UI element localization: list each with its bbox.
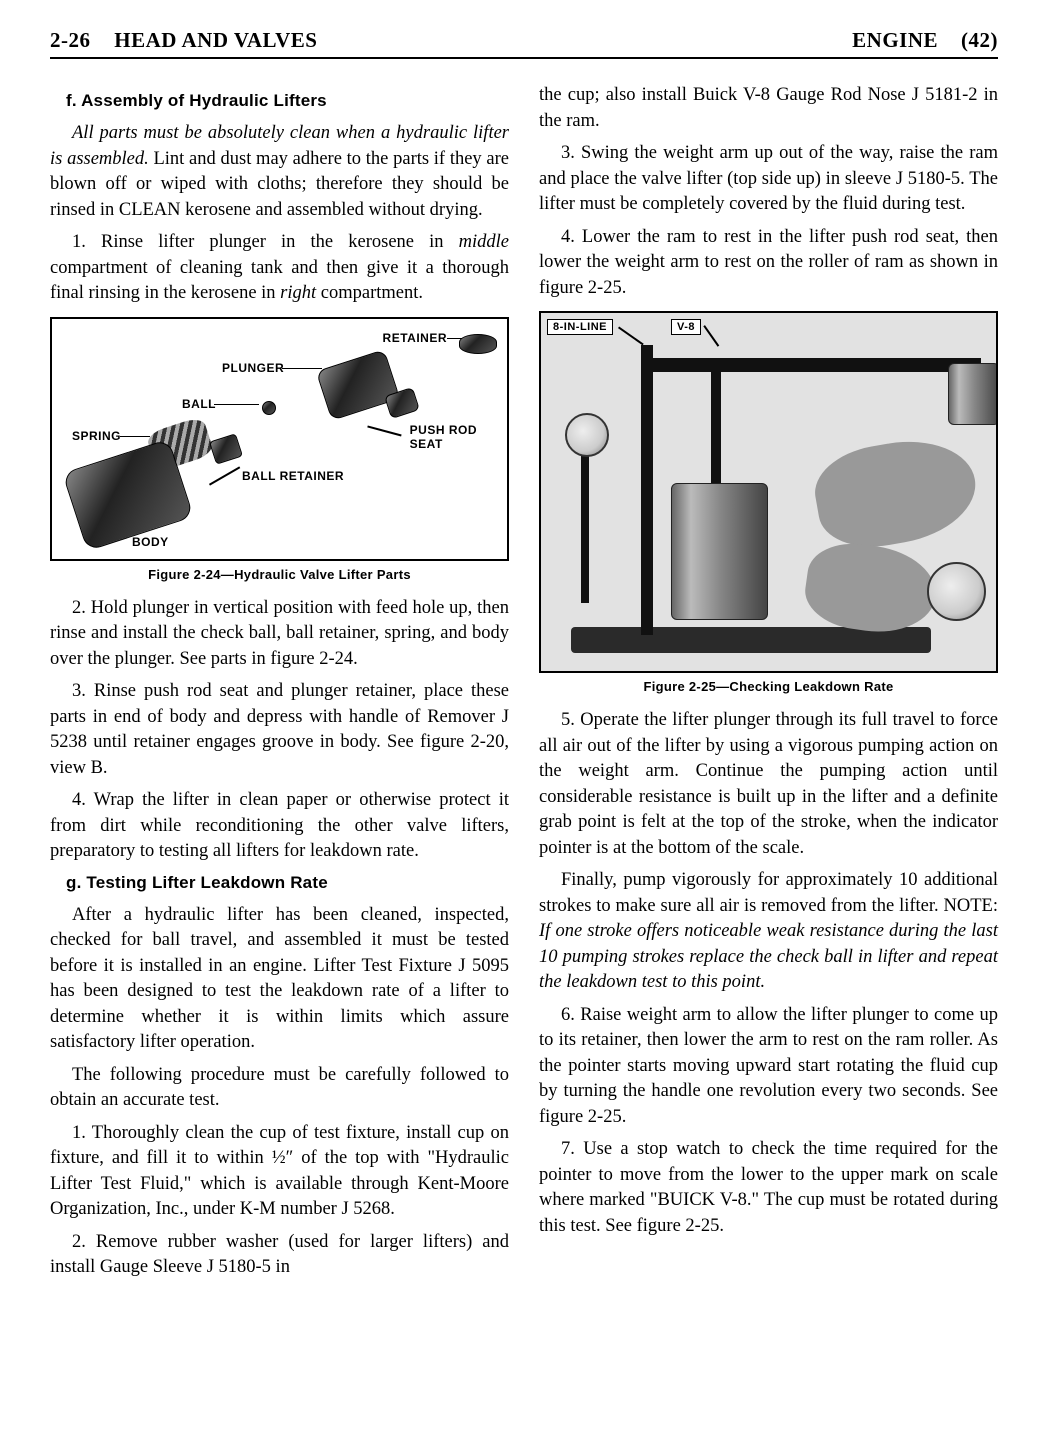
- part-body: [62, 438, 194, 551]
- para-g-2: 2. Remove rubber washer (used for larger…: [50, 1230, 509, 1281]
- text-italic: If one stroke offers noticeable weak res…: [539, 921, 998, 992]
- hand-right: [809, 430, 984, 556]
- para-cont: the cup; also install Buick V-8 Gauge Ro…: [539, 83, 998, 134]
- subheading-f: f. Assembly of Hydraulic Lifters: [66, 91, 509, 111]
- chapter-page: (42): [961, 28, 998, 52]
- para-f-2: 2. Hold plunger in vertical position wit…: [50, 596, 509, 673]
- part-retainer: [459, 334, 497, 354]
- page-number: 2-26: [50, 28, 91, 52]
- section-title: HEAD AND VALVES: [114, 28, 317, 52]
- leader-line: [209, 466, 240, 485]
- leader-line: [367, 425, 401, 436]
- part-ball: [262, 401, 276, 415]
- text-italic: right: [280, 283, 316, 303]
- leader-line: [704, 325, 720, 346]
- figure-2-24: RETAINER PLUNGER BALL SPRING PUSH ROD SE…: [50, 317, 509, 561]
- figure-2-25: 8-IN-LINE V-8: [539, 311, 998, 673]
- fixture-ram: [711, 368, 721, 488]
- chapter-title: ENGINE: [852, 28, 938, 52]
- para-4: 4. Lower the ram to rest in the lifter p…: [539, 225, 998, 302]
- header-right: ENGINE (42): [852, 28, 998, 53]
- label-body: BODY: [132, 535, 169, 549]
- para-g-note: The following procedure must be carefull…: [50, 1063, 509, 1114]
- para-7: 7. Use a stop watch to check the time re…: [539, 1137, 998, 1239]
- leader-line: [214, 404, 259, 406]
- hand-left: [801, 537, 942, 639]
- fixture-arm: [641, 358, 981, 372]
- label-retainer: RETAINER: [383, 331, 447, 345]
- leader-line: [282, 368, 322, 370]
- text: compartment.: [316, 283, 423, 303]
- leader-line: [618, 327, 643, 345]
- fixture-dial: [565, 413, 609, 457]
- text: 1. Rinse lifter plunger in the kerosene …: [72, 232, 459, 252]
- page-header: 2-26 HEAD AND VALVES ENGINE (42): [50, 28, 998, 59]
- figure-2-24-caption: Figure 2-24—Hydraulic Valve Lifter Parts: [50, 567, 509, 582]
- para-f-1: 1. Rinse lifter plunger in the kerosene …: [50, 230, 509, 307]
- label-push-rod-seat: PUSH ROD SEAT: [410, 423, 477, 451]
- para-final-pump: Finally, pump vigorously for approximate…: [539, 868, 998, 996]
- leader-line: [120, 436, 150, 438]
- para-5: 5. Operate the lifter plunger through it…: [539, 708, 998, 861]
- label-8-in-line: 8-IN-LINE: [547, 319, 613, 335]
- label-ball-retainer: BALL RETAINER: [242, 469, 344, 483]
- para-f-4: 4. Wrap the lifter in clean paper or oth…: [50, 788, 509, 865]
- subheading-g: g. Testing Lifter Leakdown Rate: [66, 873, 509, 893]
- text-italic: middle: [459, 232, 509, 252]
- label-ball: BALL: [182, 397, 216, 411]
- fixture-column: [641, 345, 653, 635]
- figure-2-25-caption: Figure 2-25—Checking Leakdown Rate: [539, 679, 998, 694]
- fixture-cup: [671, 483, 768, 620]
- para-3: 3. Swing the weight arm up out of the wa…: [539, 141, 998, 218]
- para-g-1: 1. Thoroughly clean the cup of test fixt…: [50, 1121, 509, 1223]
- para-g-intro: After a hydraulic lifter has been cleane…: [50, 903, 509, 1056]
- label-plunger: PLUNGER: [222, 361, 284, 375]
- right-column: the cup; also install Buick V-8 Gauge Ro…: [539, 83, 998, 1288]
- left-column: f. Assembly of Hydraulic Lifters All par…: [50, 83, 509, 1288]
- header-left: 2-26 HEAD AND VALVES: [50, 28, 317, 53]
- para-f-intro: All parts must be absolutely clean when …: [50, 121, 509, 223]
- label-v8: V-8: [671, 319, 701, 335]
- stopwatch: [927, 562, 986, 621]
- para-f-3: 3. Rinse push rod seat and plunger retai…: [50, 679, 509, 781]
- text: Finally, pump vigorously for approximate…: [539, 870, 998, 916]
- two-column-layout: f. Assembly of Hydraulic Lifters All par…: [50, 83, 998, 1288]
- fixture-weight: [948, 363, 998, 425]
- page: 2-26 HEAD AND VALVES ENGINE (42) f. Asse…: [0, 0, 1048, 1446]
- label-spring: SPRING: [72, 429, 121, 443]
- para-6: 6. Raise weight arm to allow the lifter …: [539, 1003, 998, 1131]
- part-ball-retainer: [209, 433, 243, 464]
